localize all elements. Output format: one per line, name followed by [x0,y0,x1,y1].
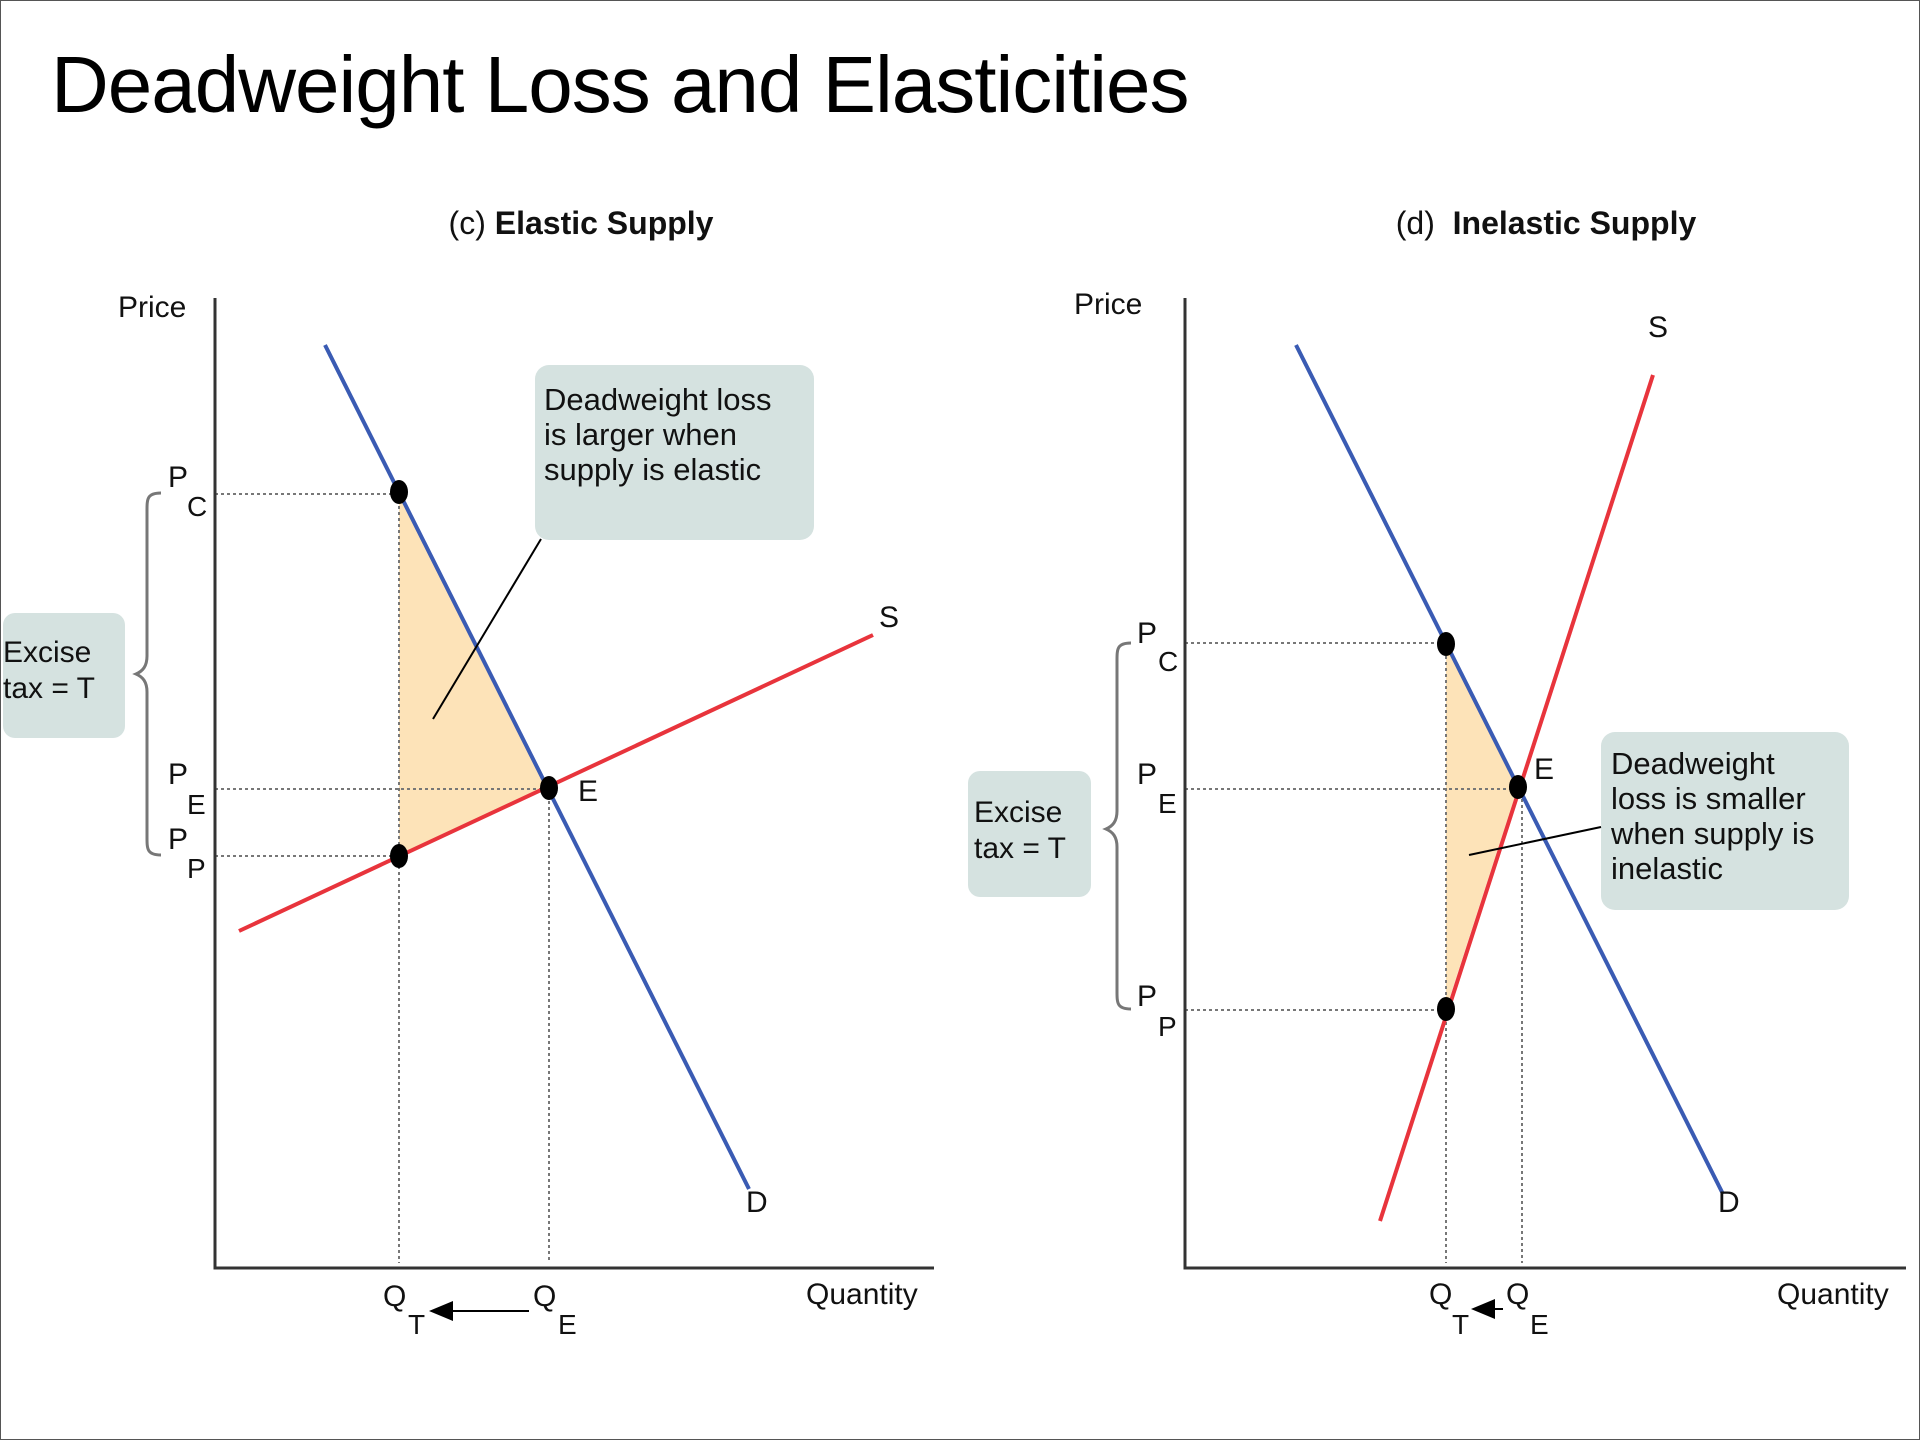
panel-elastic-qe-label: Q [533,1280,556,1313]
panel-elastic-tax-brace [132,491,162,857]
panel-elastic-callout-line2: is larger when [544,417,737,452]
panel-inelastic-demand-curve [1294,344,1725,1195]
panel-elastic-x-axis-label: Quantity [806,1278,918,1311]
panel-elastic-deadweight-loss-area [399,492,549,856]
panel-inelastic-pc-point [1437,632,1455,656]
panel-elastic-pp-subscript: P [187,853,206,884]
panel-elastic-pp-label: P [168,823,188,856]
panel-inelastic-equilibrium-point [1509,775,1527,799]
panel-inelastic-axes [1183,298,1906,1270]
panel-inelastic-callout-line3: when supply is [1610,816,1814,851]
panel-inelastic-tax-box [968,771,1091,897]
panel-inelastic-x-axis-label: Quantity [1777,1278,1889,1311]
panel-inelastic-pp-label: P [1137,980,1157,1013]
panel-elastic-callout-line3: supply is elastic [544,452,761,487]
panel-inelastic-qe-label: Q [1506,1278,1529,1311]
panel-inelastic-y-axis-label: Price [1074,288,1142,321]
panel-inelastic-callout-pointer [1468,826,1602,856]
panel-inelastic-callout-box [1601,732,1849,910]
panel-elastic-demand-label: D [746,1186,768,1219]
panel-inelastic-equilibrium-label: E [1534,753,1554,786]
panel-inelastic-tax-brace [1102,641,1132,1011]
panel-elastic-supply-label: S [879,601,899,634]
panel-inelastic-callout-line2: loss is smaller [1611,781,1806,816]
panel-elastic-axes [213,298,934,1270]
panel-elastic-pe-label: P [168,758,188,791]
panel-elastic-pc-subscript: C [187,491,207,522]
panel-inelastic-pc-label: P [1137,617,1157,650]
panel-elastic-callout-box [535,365,814,540]
panel-inelastic-callout-line1: Deadweight [1611,746,1775,781]
slide-title: Deadweight Loss and Elasticities [51,40,1190,129]
panel-inelastic-pe-subscript: E [1158,788,1177,819]
panel-inelastic-tax-label-line1: Excise [974,796,1062,829]
panel-inelastic-title: (d) Inelastic Supply [1396,205,1697,241]
panel-inelastic-qt-label: Q [1429,1278,1452,1311]
panel-elastic: (c) Elastic Supply Price Quantity S D E [3,205,934,1340]
panel-inelastic-pc-subscript: C [1158,646,1178,677]
panel-inelastic-deadweight-loss-area [1446,644,1518,1009]
panel-elastic-qt-label: Q [383,1280,406,1313]
panel-inelastic-tax-label-line2: tax = T [974,832,1066,865]
panel-inelastic-qt-subscript: T [1452,1309,1469,1340]
panel-elastic-equilibrium-label: E [578,775,598,808]
panel-inelastic-pe-label: P [1137,758,1157,791]
panel-elastic-qe-subscript: E [558,1309,577,1340]
panel-elastic-pc-point [390,480,408,504]
panel-elastic-qt-subscript: T [408,1309,425,1340]
panel-inelastic-demand-label: D [1718,1186,1740,1219]
panel-elastic-tax-label-line1: Excise [3,636,91,669]
panel-elastic-title: (c) Elastic Supply [449,205,714,241]
panel-inelastic-supply-label: S [1648,311,1668,344]
panel-elastic-callout-pointer [432,538,542,720]
panel-inelastic-pp-point [1437,997,1455,1021]
panel-elastic-equilibrium-point [540,776,558,800]
panel-inelastic-callout-line4: inelastic [1611,851,1723,886]
panel-elastic-tax-box [3,613,125,738]
panel-inelastic: (d) Inelastic Supply Price Quantity S D … [968,205,1906,1340]
panel-elastic-callout-line1: Deadweight loss [544,382,771,417]
panel-elastic-y-axis-label: Price [118,291,186,324]
panel-elastic-pe-subscript: E [187,789,206,820]
panel-inelastic-qe-subscript: E [1530,1309,1549,1340]
panel-elastic-pc-label: P [168,461,188,494]
panel-elastic-pp-point [390,844,408,868]
panel-elastic-tax-label-line2: tax = T [3,672,95,705]
panel-inelastic-pp-subscript: P [1158,1011,1177,1042]
